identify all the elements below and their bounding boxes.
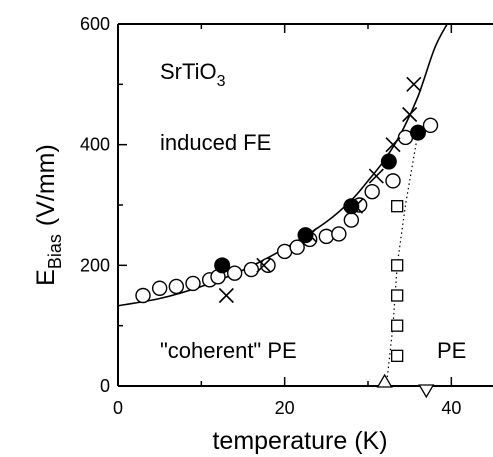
cross-point bbox=[385, 137, 401, 153]
open-circle-point bbox=[318, 228, 335, 245]
x-tick-label: 20 bbox=[275, 398, 295, 418]
cross-point bbox=[256, 257, 272, 273]
open-square-point bbox=[391, 289, 404, 302]
y-axis-label: EBias (V/mm) bbox=[32, 144, 65, 286]
open-square-point bbox=[391, 200, 404, 213]
axis-ticks bbox=[117, 23, 453, 387]
y-tick-label: 600 bbox=[80, 14, 110, 34]
cross-point bbox=[302, 227, 318, 243]
open-circle-point bbox=[385, 173, 401, 189]
open-circle-point bbox=[331, 226, 347, 242]
open-square-point bbox=[391, 319, 404, 332]
open-circle-point bbox=[422, 117, 439, 134]
cross-point bbox=[406, 76, 422, 92]
material-label-main: SrTiO bbox=[160, 59, 217, 84]
x-axis-label: temperature (K) bbox=[212, 427, 387, 455]
filled-circle-point bbox=[410, 124, 426, 141]
induced-fe-label: induced FE bbox=[160, 130, 271, 155]
y-tick-label: 0 bbox=[100, 376, 110, 396]
filled-circle-point bbox=[343, 198, 360, 215]
cross-point bbox=[218, 287, 234, 304]
cross-point bbox=[402, 106, 418, 123]
open-square-point bbox=[391, 349, 404, 362]
open-circle-point bbox=[168, 278, 185, 295]
open-circle-point bbox=[243, 261, 260, 278]
filled-circle-point bbox=[214, 257, 231, 274]
y-axis-label-main: E bbox=[32, 269, 60, 286]
material-label: SrTiO3 bbox=[160, 59, 226, 90]
y-axis-label-sub: Bias bbox=[45, 234, 65, 269]
material-label-sub: 3 bbox=[217, 73, 226, 90]
open-square-point bbox=[391, 259, 404, 272]
triangle-up-point bbox=[376, 373, 393, 388]
open-circle-point bbox=[364, 184, 380, 200]
y-tick-label: 400 bbox=[80, 135, 110, 155]
open-circle-point bbox=[289, 239, 305, 255]
filled-circle-point bbox=[297, 227, 314, 244]
open-circle-point bbox=[260, 257, 276, 274]
x-tick-label: 0 bbox=[113, 398, 123, 418]
cross-point bbox=[347, 198, 364, 214]
y-tick-label: 200 bbox=[80, 255, 110, 275]
data-points bbox=[135, 76, 439, 399]
pe-label: PE bbox=[437, 338, 466, 363]
x-tick-label: 40 bbox=[441, 398, 461, 418]
cross-point bbox=[368, 168, 384, 184]
open-circle-point bbox=[226, 265, 243, 281]
open-circle-point bbox=[343, 212, 360, 228]
open-circle-point bbox=[135, 287, 151, 304]
coherent-pe-label: "coherent" PE bbox=[160, 338, 297, 363]
open-circle-point bbox=[185, 275, 201, 292]
y-axis-label-unit: (V/mm) bbox=[32, 144, 60, 226]
filled-circle-point bbox=[380, 153, 397, 170]
open-circle-point bbox=[151, 280, 168, 296]
triangle-down-point bbox=[418, 384, 435, 399]
